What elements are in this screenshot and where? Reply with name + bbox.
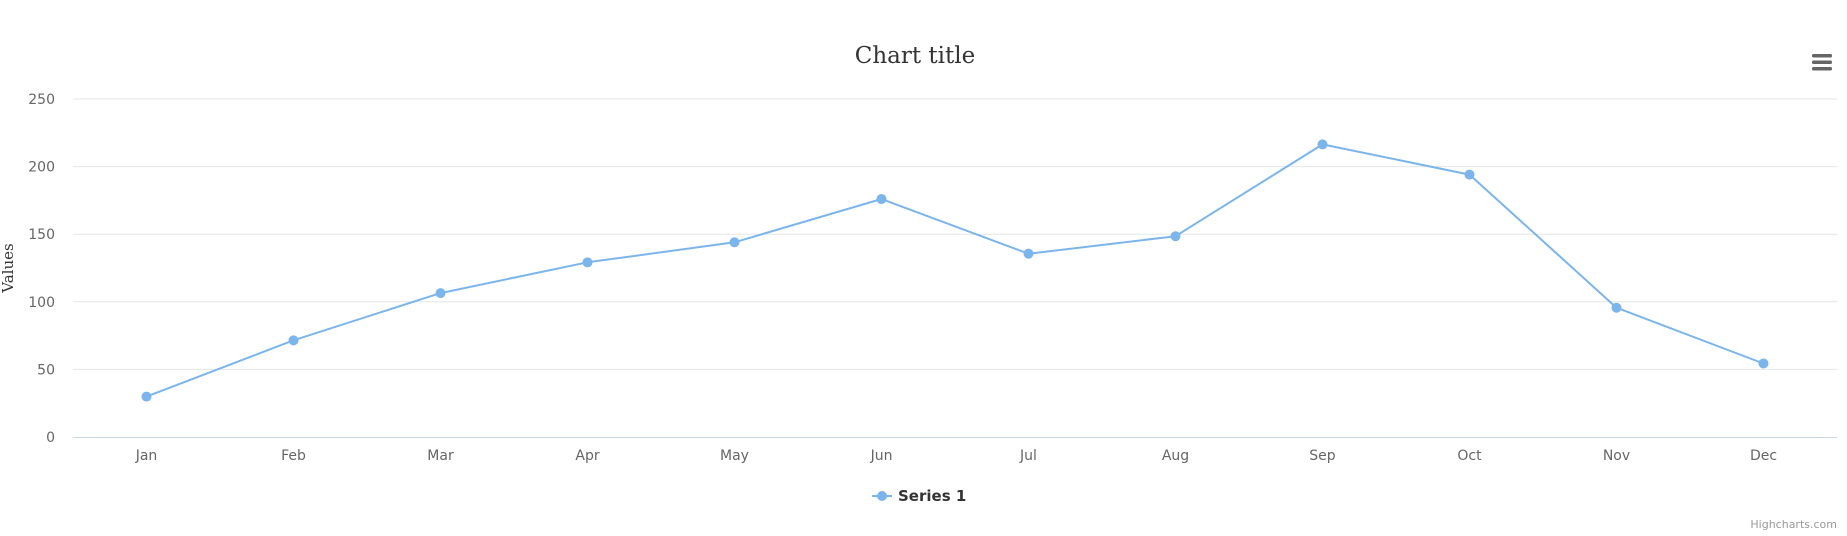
data-point[interactable] — [288, 335, 299, 346]
y-tick-label: 150 — [28, 227, 55, 243]
data-point[interactable] — [1023, 248, 1034, 259]
data-point[interactable] — [1170, 231, 1181, 242]
x-tick-label: Dec — [1750, 448, 1777, 464]
y-tick-label: 200 — [28, 160, 55, 176]
legend-series-label: Series 1 — [898, 487, 966, 505]
series-line — [145, 143, 1765, 398]
data-point[interactable] — [1758, 358, 1769, 369]
legend[interactable]: Series 1 — [872, 487, 966, 505]
data-point[interactable] — [876, 194, 887, 205]
y-tick-label: 250 — [28, 92, 55, 108]
data-point[interactable] — [582, 257, 593, 268]
data-point[interactable] — [141, 391, 152, 402]
data-point[interactable] — [1464, 169, 1475, 180]
x-tick-label: Aug — [1162, 448, 1189, 464]
credits-link[interactable]: Highcharts.com — [1750, 518, 1837, 531]
data-point[interactable] — [1611, 302, 1622, 313]
series-lines — [145, 143, 1765, 398]
data-point[interactable] — [435, 288, 446, 299]
data-point[interactable] — [1317, 139, 1328, 150]
x-tick-label: Jul — [1019, 448, 1037, 464]
legend-series-marker — [877, 491, 887, 501]
series-markers — [141, 139, 1769, 402]
y-tick-label: 50 — [37, 362, 55, 378]
x-tick-label: Jan — [135, 448, 158, 464]
y-axis-ticks: 0 50 100 150 200 250 — [28, 92, 55, 446]
x-tick-label: Nov — [1603, 448, 1630, 464]
x-axis-ticks: Jan Feb Mar Apr May Jun Jul Aug Sep Oct Nov Dec — [135, 448, 1777, 464]
y-tick-label: 0 — [46, 430, 55, 446]
x-tick-label: Sep — [1309, 448, 1336, 464]
y-tick-label: 100 — [28, 295, 55, 311]
data-point[interactable] — [729, 237, 740, 248]
x-tick-label: Feb — [281, 448, 306, 464]
y-axis-title: Values — [0, 243, 17, 293]
x-tick-label: May — [720, 448, 749, 464]
x-tick-label: Apr — [575, 448, 599, 464]
hamburger-menu-icon[interactable] — [1810, 50, 1834, 74]
chart-title: Chart title — [855, 43, 975, 69]
gridlines — [73, 98, 1837, 370]
x-tick-label: Jun — [870, 448, 893, 464]
x-tick-label: Oct — [1457, 448, 1482, 464]
x-tick-label: Mar — [427, 448, 454, 464]
